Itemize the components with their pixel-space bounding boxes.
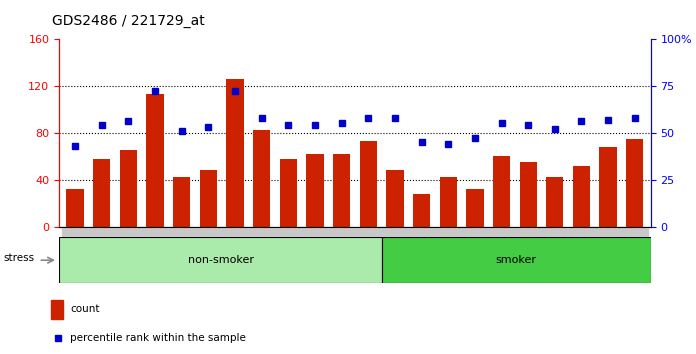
Bar <box>120 150 137 227</box>
Bar <box>461 227 488 281</box>
Bar <box>142 227 168 281</box>
Bar <box>115 227 142 281</box>
Bar <box>248 227 275 281</box>
Bar <box>329 227 355 281</box>
Bar <box>275 227 301 281</box>
Bar <box>226 79 244 227</box>
Bar <box>599 147 617 227</box>
Text: percentile rank within the sample: percentile rank within the sample <box>70 333 246 343</box>
Bar <box>381 227 409 281</box>
Bar <box>622 227 648 281</box>
Bar <box>222 227 248 281</box>
Bar <box>360 141 377 227</box>
Bar <box>382 237 651 283</box>
Bar <box>146 94 164 227</box>
Bar <box>488 227 515 281</box>
Bar <box>93 159 111 227</box>
Text: count: count <box>70 304 100 314</box>
Bar <box>173 177 191 227</box>
Bar <box>493 156 510 227</box>
Text: stress: stress <box>3 253 34 263</box>
Text: smoker: smoker <box>496 255 537 265</box>
Bar <box>62 227 88 281</box>
Bar <box>440 177 457 227</box>
Bar <box>59 237 382 283</box>
Bar <box>168 227 195 281</box>
Bar <box>546 177 564 227</box>
Bar <box>333 154 350 227</box>
Bar <box>52 300 63 319</box>
Bar <box>626 139 643 227</box>
Bar <box>541 227 568 281</box>
Text: non-smoker: non-smoker <box>187 255 253 265</box>
Bar <box>306 154 324 227</box>
Bar <box>568 227 595 281</box>
Bar <box>67 189 84 227</box>
Bar <box>413 194 430 227</box>
Bar <box>355 227 381 281</box>
Bar <box>466 189 484 227</box>
Bar <box>519 162 537 227</box>
Bar <box>280 159 297 227</box>
Bar <box>88 227 115 281</box>
Bar <box>195 227 222 281</box>
Text: GDS2486 / 221729_at: GDS2486 / 221729_at <box>52 14 205 28</box>
Bar <box>301 227 329 281</box>
Bar <box>253 130 270 227</box>
Bar <box>595 227 622 281</box>
Bar <box>573 166 590 227</box>
Bar <box>386 170 404 227</box>
Bar <box>435 227 461 281</box>
Bar <box>515 227 541 281</box>
Bar <box>409 227 435 281</box>
Bar <box>200 170 217 227</box>
